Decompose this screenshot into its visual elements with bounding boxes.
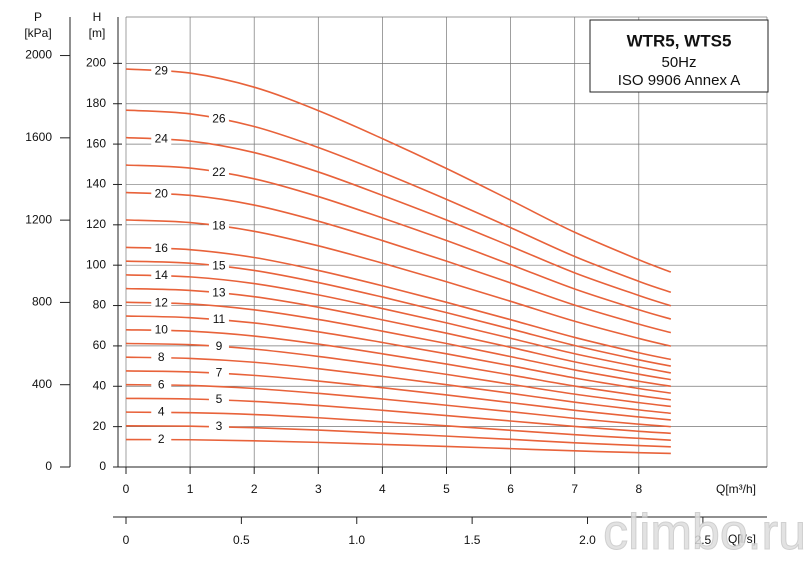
x2-tick-label: 1.0 — [348, 533, 365, 547]
curve-label-bg — [208, 112, 229, 126]
curve-label-bg — [208, 259, 229, 273]
x-label: Q[m³/h] — [716, 482, 756, 496]
curve-label-bg — [208, 339, 229, 353]
y-tick-label: 80 — [93, 298, 107, 312]
curve-label-bg — [151, 268, 172, 282]
curve-label: 15 — [212, 259, 226, 273]
curve — [125, 136, 672, 307]
curve-label: 14 — [155, 268, 169, 282]
curve-label-bg — [208, 286, 229, 300]
x2-tick-label: 1.5 — [464, 533, 481, 547]
y2-tick-label: 400 — [32, 377, 52, 391]
x2-label: Q[l/s] — [728, 532, 756, 546]
curve — [125, 438, 671, 455]
curve — [125, 274, 671, 374]
curve — [125, 301, 671, 388]
curve — [125, 328, 671, 401]
curve — [125, 191, 672, 334]
curve-label: 26 — [212, 112, 226, 126]
y2-tick-label: 800 — [32, 295, 52, 309]
curve — [125, 383, 671, 428]
x-tick-label: 8 — [635, 482, 642, 496]
x-tick-label: 3 — [315, 482, 322, 496]
x-tick-label: 5 — [443, 482, 450, 496]
y-tick-label: 140 — [86, 177, 106, 191]
legend-box — [589, 19, 769, 93]
y-tick-label: 20 — [93, 419, 107, 433]
curve-label-bg — [151, 296, 172, 310]
curve-label: 12 — [155, 295, 169, 309]
curve-label-bg — [208, 419, 229, 433]
annotation: ISO 9906 Annex A — [618, 72, 741, 89]
curve — [125, 246, 672, 361]
y2-tick-label: 2000 — [25, 48, 52, 62]
curve-label: 24 — [155, 132, 169, 146]
y-tick-label: 200 — [86, 56, 106, 70]
y-tick-label: 100 — [86, 257, 106, 271]
curve-label-bg — [151, 432, 172, 446]
curve-label-bg — [151, 323, 172, 337]
y2-tick-label: 1200 — [25, 212, 52, 226]
curve-label-bg — [151, 405, 172, 419]
curve-label-bg — [151, 64, 172, 78]
curve-label: 3 — [216, 419, 223, 433]
y-unit: [m] — [89, 26, 106, 40]
curve — [125, 68, 672, 273]
curve — [125, 356, 671, 415]
x-tick-label: 2 — [251, 482, 258, 496]
y2-unit: [kPa] — [24, 26, 51, 40]
x-tick-label: 7 — [571, 482, 578, 496]
curve-label: 6 — [158, 377, 165, 391]
y2-label: P — [34, 10, 42, 24]
curve-label: 18 — [212, 219, 226, 233]
watermark: climbo.ru — [603, 504, 806, 560]
curve-label: 13 — [212, 285, 226, 299]
curve-label: 29 — [155, 63, 169, 77]
x-tick-label: 6 — [507, 482, 514, 496]
curve-label: 5 — [216, 392, 223, 406]
plot: 0204060801001201401601802000400800120016… — [25, 16, 768, 547]
y-tick-label: 180 — [86, 96, 106, 110]
curve-label: 11 — [213, 312, 226, 326]
y-label: H — [93, 10, 102, 24]
x-tick-label: 0 — [123, 482, 130, 496]
curve-label: 8 — [158, 350, 165, 364]
chart-title: WTR5, WTS5 — [627, 31, 732, 50]
curve-label: 9 — [216, 339, 223, 353]
curve-label-bg — [208, 313, 229, 327]
curve-label: 20 — [155, 186, 169, 200]
y-tick-label: 160 — [86, 136, 106, 150]
chart-subtitle: 50Hz — [661, 54, 696, 71]
curve-label-bg — [151, 378, 172, 392]
x2-tick-label: 0.5 — [233, 533, 250, 547]
y2-tick-label: 1600 — [25, 130, 52, 144]
curve-label: 22 — [212, 165, 226, 179]
y-tick-label: 40 — [93, 378, 107, 392]
x-tick-label: 4 — [379, 482, 386, 496]
curve-label-bg — [208, 393, 229, 407]
x2-tick-label: 2.5 — [695, 533, 712, 547]
y2-tick-label: 0 — [45, 459, 52, 473]
x2-tick-label: 2.0 — [579, 533, 596, 547]
curve-label: 16 — [155, 241, 169, 255]
curve-label-bg — [151, 132, 172, 146]
curve — [125, 411, 671, 441]
curve-label-bg — [208, 366, 229, 380]
curve-label: 10 — [155, 323, 169, 337]
curve-label-bg — [151, 350, 172, 364]
x2-tick-label: 0 — [123, 533, 130, 547]
curve-label: 2 — [158, 432, 165, 446]
curve-label-bg — [151, 241, 172, 255]
curve-label: 7 — [216, 366, 223, 380]
y-tick-label: 120 — [86, 217, 106, 231]
curve-label: 4 — [158, 405, 165, 419]
y-tick-label: 60 — [93, 338, 107, 352]
x-tick-label: 1 — [187, 482, 194, 496]
y-tick-label: 0 — [99, 459, 106, 473]
curve-label-bg — [208, 219, 229, 233]
curve-label-bg — [208, 165, 229, 179]
curve-label-bg — [151, 187, 172, 201]
